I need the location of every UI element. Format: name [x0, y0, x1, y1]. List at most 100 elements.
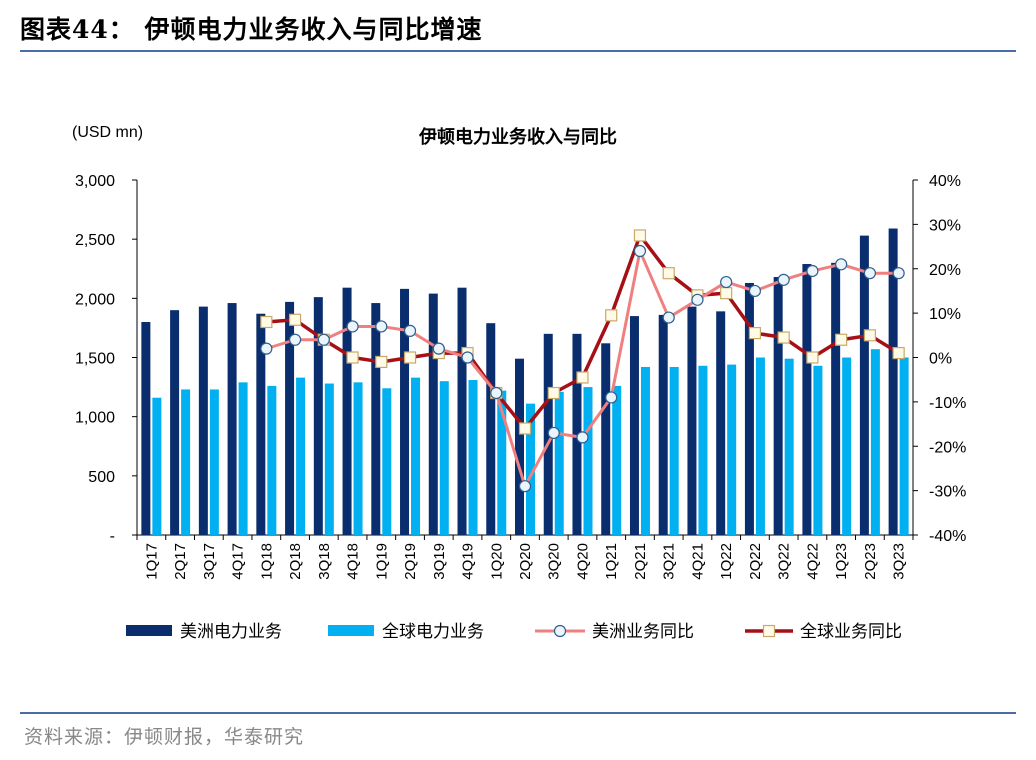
top-rule	[20, 50, 1016, 52]
global-yoy-point	[720, 287, 733, 300]
americas-bar	[227, 303, 237, 535]
x-tick-label: 4Q17	[230, 543, 247, 580]
americas-yoy-point	[576, 431, 589, 444]
global-yoy-point	[777, 331, 790, 344]
global-bar	[382, 388, 392, 535]
global-yoy-point	[748, 326, 762, 340]
x-tick-label: 2Q21	[632, 543, 649, 580]
figure-title: 图表44： 伊顿电力业务收入与同比增速	[20, 15, 483, 44]
global-yoy-point	[892, 346, 905, 360]
right-tick-label: 0%	[929, 351, 952, 368]
legend-label-americas-line: 美洲业务同比	[592, 622, 694, 642]
right-tick-label: -30%	[929, 484, 966, 501]
left-tick-label: -	[110, 528, 115, 545]
global-yoy-point	[863, 329, 876, 342]
global-bar	[554, 391, 564, 535]
americas-yoy-point	[777, 273, 790, 286]
x-tick-label: 1Q21	[603, 543, 620, 580]
global-bar	[698, 365, 708, 535]
global-yoy-point	[288, 313, 302, 326]
americas-yoy-point	[288, 333, 302, 346]
right-tick-label: -10%	[929, 395, 966, 412]
americas-yoy-point	[863, 267, 876, 280]
left-tick-label: 1,000	[75, 410, 115, 427]
global-yoy-point	[547, 386, 560, 400]
global-yoy-point	[662, 267, 675, 280]
americas-bar	[198, 306, 208, 535]
legend-label-americas-bar: 美洲电力业务	[180, 622, 282, 642]
americas-bar	[342, 287, 352, 535]
x-tick-label: 1Q17	[143, 543, 160, 580]
left-tick-label: 3,000	[75, 173, 115, 190]
americas-bar	[170, 310, 180, 535]
americas-bar	[313, 297, 323, 535]
x-tick-label: 3Q20	[546, 543, 563, 580]
left-tick-label: 1,500	[75, 351, 115, 368]
americas-bar	[428, 293, 438, 535]
unit-label: (USD mn)	[72, 124, 143, 141]
americas-yoy-point	[835, 258, 848, 271]
americas-bar	[486, 323, 496, 535]
global-bar	[353, 382, 363, 535]
americas-bar	[658, 314, 668, 535]
x-tick-label: 1Q23	[833, 543, 850, 580]
global-yoy-point	[576, 371, 589, 384]
chart-title: 伊顿电力业务收入与同比	[418, 126, 617, 148]
legend-label-global-bar: 全球电力业务	[382, 622, 484, 642]
global-bar	[755, 357, 765, 535]
right-tick-label: 40%	[929, 173, 961, 190]
x-tick-label: 2Q22	[747, 543, 764, 580]
x-tick-label: 3Q18	[316, 543, 333, 580]
global-bar	[152, 397, 162, 535]
americas-yoy-point	[518, 480, 532, 493]
x-tick-label: 4Q18	[345, 543, 362, 580]
americas-bar	[141, 322, 151, 535]
legend-label-global-line: 全球业务同比	[800, 622, 902, 642]
americas-bar	[629, 316, 639, 535]
global-yoy-point	[605, 309, 618, 322]
source-note: 资料来源：伊顿财报，华泰研究	[24, 726, 305, 748]
americas-yoy-point	[346, 320, 359, 333]
americas-yoy-point	[662, 311, 675, 324]
americas-bar	[572, 333, 582, 535]
americas-bar	[802, 264, 812, 535]
left-tick-label: 2,500	[75, 232, 115, 249]
x-tick-label: 3Q19	[431, 543, 448, 580]
americas-yoy-point	[691, 293, 704, 306]
global-bar	[727, 364, 737, 535]
right-tick-label: 20%	[929, 262, 961, 279]
legend-swatch-americas-bar	[126, 625, 172, 636]
americas-yoy-point	[432, 342, 445, 355]
americas-bar	[256, 313, 266, 535]
lines	[260, 229, 905, 493]
global-bar	[669, 366, 679, 535]
global-bar	[899, 357, 909, 535]
americas-yoy-point	[547, 426, 560, 440]
americas-bar	[859, 235, 869, 535]
bars	[141, 228, 909, 535]
x-tick-label: 4Q21	[689, 543, 706, 580]
x-tick-label: 3Q17	[201, 543, 218, 580]
global-bar	[468, 379, 478, 535]
global-bar	[526, 403, 535, 535]
global-bar	[612, 385, 622, 535]
americas-bar	[601, 343, 611, 535]
americas-yoy-point	[317, 333, 330, 346]
americas-bar	[457, 287, 467, 535]
global-bar	[411, 377, 421, 535]
right-tick-label: -40%	[929, 528, 966, 545]
x-tick-label: 1Q18	[258, 543, 275, 580]
global-yoy-point	[806, 351, 819, 364]
global-bar	[640, 366, 650, 535]
x-tick-label: 4Q19	[460, 543, 477, 580]
x-tick-label: 4Q20	[574, 543, 591, 580]
global-bar	[238, 382, 248, 535]
americas-bar	[285, 301, 295, 535]
americas-yoy-point	[892, 267, 905, 280]
bottom-rule	[20, 712, 1016, 714]
x-tick-label: 2Q20	[517, 543, 534, 580]
americas-bar	[716, 311, 726, 535]
legend: 美洲电力业务 全球电力业务 美洲业务同比 全球业务同比	[126, 622, 902, 642]
global-yoy-point	[403, 351, 417, 364]
